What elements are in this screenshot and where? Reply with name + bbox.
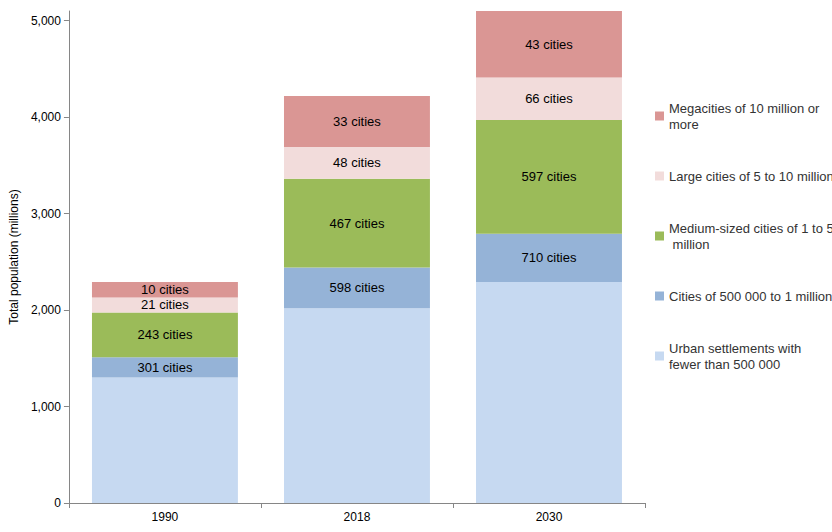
svg-text:Total population (millions): Total population (millions) <box>7 189 21 324</box>
svg-text:597 cities: 597 cities <box>522 169 577 184</box>
svg-text:more: more <box>669 117 699 132</box>
svg-text:467 cities: 467 cities <box>330 216 385 231</box>
svg-text:Large cities of 5 to 10 millio: Large cities of 5 to 10 million <box>669 169 832 184</box>
svg-text:598 cities: 598 cities <box>330 280 385 295</box>
svg-text:2018: 2018 <box>344 510 371 524</box>
svg-text:4,000: 4,000 <box>31 110 61 124</box>
svg-text:243 cities: 243 cities <box>137 327 192 342</box>
svg-text:Medium-sized cities of 1 to 5: Medium-sized cities of 1 to 5 <box>669 221 832 236</box>
svg-text:3,000: 3,000 <box>31 207 61 221</box>
svg-text:2,000: 2,000 <box>31 303 61 317</box>
svg-text:fewer than 500 000: fewer than 500 000 <box>669 357 780 372</box>
svg-text:10 cities: 10 cities <box>141 282 189 297</box>
svg-text:21 cities: 21 cities <box>141 297 189 312</box>
svg-text:Cities of 500 000 to 1 million: Cities of 500 000 to 1 million <box>669 289 832 304</box>
svg-text:43 cities: 43 cities <box>525 37 573 52</box>
svg-text:0: 0 <box>54 496 61 510</box>
svg-text:33 cities: 33 cities <box>333 114 381 129</box>
svg-text:48 cities: 48 cities <box>333 155 381 170</box>
svg-text:5,000: 5,000 <box>31 14 61 28</box>
svg-text:66 cities: 66 cities <box>525 91 573 106</box>
svg-text:1,000: 1,000 <box>31 400 61 414</box>
svg-text:Megacities of 10 million or: Megacities of 10 million or <box>669 101 823 116</box>
svg-text:1990: 1990 <box>152 510 179 524</box>
svg-text:2030: 2030 <box>536 510 563 524</box>
svg-text:Urban settlements with: Urban settlements with <box>669 341 805 356</box>
svg-text:710 cities: 710 cities <box>522 250 577 265</box>
svg-text:million: million <box>669 237 709 252</box>
svg-text:301 cities: 301 cities <box>137 360 192 375</box>
